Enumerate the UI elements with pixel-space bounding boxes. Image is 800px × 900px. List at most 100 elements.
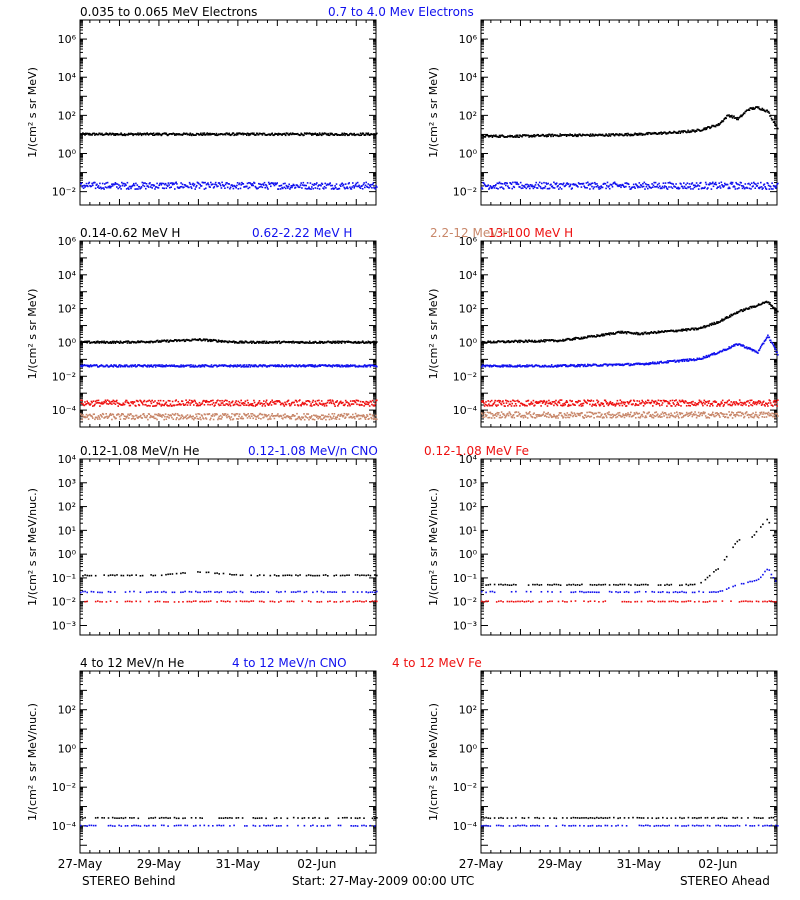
data-point-0-1-1 — [595, 185, 597, 188]
data-point-0-1-1 — [503, 183, 506, 185]
data-point-1-0-2 — [304, 415, 307, 417]
data-point-1-0-2 — [320, 418, 322, 420]
y-tick-label-1-0-4: 10⁻² — [52, 370, 76, 383]
data-point-0-0-0 — [315, 133, 317, 136]
data-point-0-1-0 — [736, 116, 739, 119]
data-point-0-1-1 — [596, 183, 598, 185]
data-point-1-0-0 — [275, 341, 278, 343]
data-point-0-1-0 — [521, 135, 523, 138]
data-point-0-0-0 — [277, 132, 280, 135]
data-point-0-0-1 — [311, 186, 313, 188]
data-point-0-0-0 — [321, 132, 324, 135]
data-point-1-0-0 — [176, 340, 178, 343]
data-point-1-0-1 — [201, 364, 204, 366]
data-point-1-0-3 — [241, 403, 244, 405]
data-point-1-0-3 — [303, 403, 305, 406]
data-point-1-1-1 — [579, 365, 581, 368]
data-point-0-0-1 — [296, 185, 299, 187]
data-point-1-0-2 — [146, 415, 148, 417]
data-point-1-1-0 — [522, 340, 524, 343]
data-point-0-0-0 — [236, 132, 238, 135]
data-point-1-0-0 — [147, 341, 150, 344]
data-point-0-0-1 — [331, 184, 334, 187]
data-point-0-1-1 — [555, 182, 558, 184]
data-point-1-0-1 — [310, 364, 312, 366]
data-point-0-1-0 — [592, 134, 595, 136]
data-point-0-1-1 — [525, 187, 528, 190]
data-point-1-0-1 — [268, 365, 271, 368]
data-point-1-0-1 — [294, 365, 297, 368]
data-point-1-1-0 — [684, 329, 687, 331]
data-point-0-1-0 — [575, 134, 577, 137]
data-point-1-0-2 — [128, 414, 131, 416]
data-point-0-1-0 — [519, 134, 521, 136]
data-point-0-1-0 — [668, 130, 671, 133]
data-point-1-0-2 — [306, 417, 309, 419]
data-point-0-0-1 — [260, 185, 262, 188]
data-point-1-1-0 — [716, 321, 718, 323]
data-point-0-0-0 — [328, 134, 331, 137]
data-point-0-1-0 — [739, 115, 742, 118]
data-point-0-0-1 — [143, 185, 146, 188]
data-point-1-0-2 — [371, 417, 373, 420]
data-point-0-0-1 — [155, 186, 158, 188]
data-point-1-0-2 — [368, 417, 370, 420]
data-point-1-0-0 — [234, 342, 236, 344]
data-point-0-0-0 — [121, 133, 123, 136]
data-point-1-0-3 — [301, 401, 304, 404]
data-point-1-0-2 — [171, 413, 174, 415]
data-point-1-1-1 — [577, 363, 579, 366]
data-point-1-1-0 — [771, 304, 773, 307]
data-point-1-0-3 — [266, 402, 269, 405]
data-point-0-0-1 — [344, 183, 347, 185]
data-point-0-1-1 — [653, 181, 655, 184]
data-point-1-0-2 — [330, 416, 332, 419]
data-point-1-0-2 — [217, 417, 220, 419]
data-point-1-0-2 — [375, 414, 377, 417]
data-point-1-0-0 — [111, 341, 113, 344]
data-point-0-0-0 — [104, 133, 107, 135]
data-point-0-0-1 — [368, 184, 371, 186]
data-point-1-0-3 — [220, 402, 223, 404]
data-point-0-1-1 — [658, 182, 660, 185]
data-point-0-0-0 — [227, 133, 230, 136]
data-point-0-1-0 — [581, 134, 583, 137]
data-point-0-1-1 — [650, 187, 653, 189]
data-point-0-0-1 — [145, 187, 147, 190]
data-point-0-1-0 — [692, 129, 695, 131]
data-point-1-1-0 — [715, 322, 718, 324]
data-point-0-1-1 — [759, 186, 761, 189]
data-point-1-0-1 — [113, 364, 116, 366]
data-point-0-1-1 — [756, 185, 759, 187]
data-point-1-0-3 — [366, 403, 368, 405]
data-point-1-0-3 — [193, 399, 196, 402]
data-point-1-0-2 — [211, 415, 213, 417]
data-point-1-0-1 — [228, 364, 230, 367]
data-point-0-0-0 — [105, 132, 107, 134]
data-point-0-1-1 — [642, 185, 645, 188]
data-point-0-1-1 — [753, 181, 755, 184]
data-point-0-1-0 — [534, 135, 536, 138]
data-point-0-0-1 — [173, 183, 175, 185]
data-point-1-0-3 — [332, 402, 335, 404]
data-point-1-0-3 — [365, 400, 367, 403]
data-point-1-0-3 — [248, 404, 250, 407]
data-point-1-0-3 — [325, 402, 327, 405]
data-point-1-0-1 — [266, 366, 269, 368]
data-point-0-0-0 — [331, 133, 334, 135]
data-point-1-0-3 — [93, 404, 95, 407]
data-point-1-0-3 — [247, 402, 249, 404]
data-point-0-0-0 — [152, 132, 155, 134]
data-point-0-1-1 — [572, 183, 575, 185]
data-point-1-1-0 — [510, 341, 512, 343]
data-point-0-0-0 — [155, 132, 158, 135]
data-point-0-0-0 — [165, 132, 168, 135]
data-point-1-0-2 — [112, 413, 115, 416]
data-point-1-0-0 — [106, 341, 109, 343]
data-point-1-0-2 — [361, 414, 363, 417]
data-point-1-0-0 — [290, 341, 293, 343]
data-point-1-0-0 — [95, 340, 98, 343]
data-point-0-1-1 — [500, 182, 502, 185]
data-point-0-0-0 — [158, 132, 160, 135]
data-point-0-1-0 — [576, 134, 578, 136]
